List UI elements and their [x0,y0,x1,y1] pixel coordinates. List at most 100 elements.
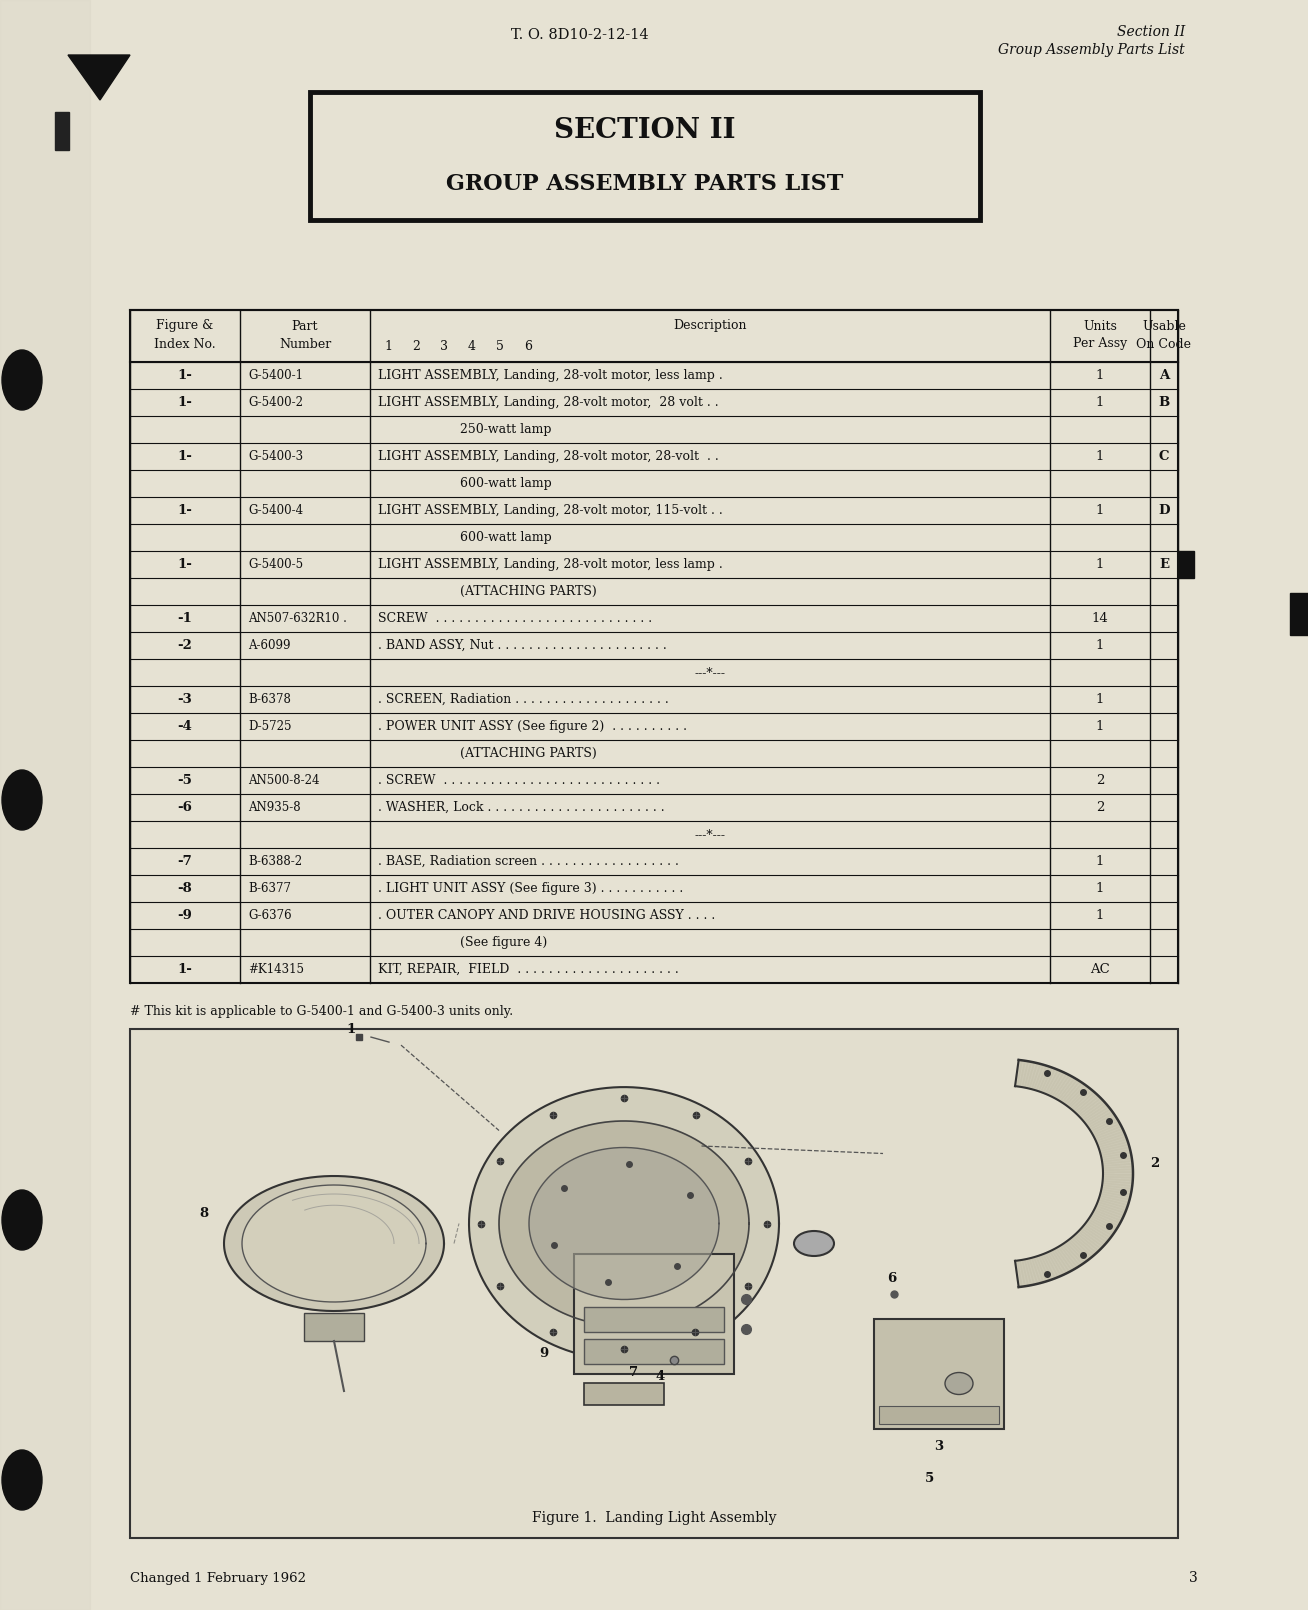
Polygon shape [1015,1059,1022,1087]
Polygon shape [1099,1196,1129,1206]
Text: . SCREEN, Radiation . . . . . . . . . . . . . . . . . . . .: . SCREEN, Radiation . . . . . . . . . . … [378,692,668,707]
Text: D-5725: D-5725 [249,720,292,733]
Polygon shape [1044,1253,1058,1278]
Polygon shape [242,1185,426,1302]
Text: (ATTACHING PARTS): (ATTACHING PARTS) [460,747,596,760]
Polygon shape [1036,1256,1049,1282]
Polygon shape [1044,1069,1058,1093]
Polygon shape [1074,1235,1096,1254]
Text: KIT, REPAIR,  FIELD  . . . . . . . . . . . . . . . . . . . . .: KIT, REPAIR, FIELD . . . . . . . . . . .… [378,963,679,976]
Polygon shape [528,1148,719,1299]
Text: . LIGHT UNIT ASSY (See figure 3) . . . . . . . . . . .: . LIGHT UNIT ASSY (See figure 3) . . . .… [378,882,683,895]
Polygon shape [1032,1257,1044,1283]
Text: 1: 1 [1096,559,1104,572]
Text: 250-watt lamp: 250-watt lamp [460,423,552,436]
Polygon shape [1052,1249,1069,1274]
Polygon shape [1100,1193,1130,1203]
Polygon shape [1050,1251,1066,1275]
Polygon shape [1054,1075,1073,1100]
Polygon shape [500,1121,749,1327]
Polygon shape [1076,1096,1101,1116]
Text: G-5400-1: G-5400-1 [249,369,303,382]
Polygon shape [68,55,129,100]
Polygon shape [1032,1064,1044,1090]
Polygon shape [1099,1140,1127,1150]
Text: 2: 2 [1096,802,1104,815]
Polygon shape [1039,1254,1053,1280]
Polygon shape [1039,1066,1053,1092]
Text: # This kit is applicable to G-5400-1 and G-5400-3 units only.: # This kit is applicable to G-5400-1 and… [129,1005,513,1018]
Text: G-5400-3: G-5400-3 [249,451,303,464]
Text: 1: 1 [1096,504,1104,517]
Text: . POWER UNIT ASSY (See figure 2)  . . . . . . . . . .: . POWER UNIT ASSY (See figure 2) . . . .… [378,720,687,733]
Polygon shape [1095,1129,1124,1141]
Ellipse shape [3,770,42,831]
Text: 9: 9 [539,1348,548,1360]
Polygon shape [1056,1077,1075,1100]
Polygon shape [1099,1141,1129,1151]
Text: T. O. 8D10-2-12-14: T. O. 8D10-2-12-14 [511,27,649,42]
Polygon shape [1093,1208,1122,1220]
Text: ---*---: ---*--- [695,828,726,840]
Text: Figure &: Figure & [157,319,213,333]
Text: 3: 3 [934,1439,943,1452]
Text: (See figure 4): (See figure 4) [460,935,547,948]
Text: AN500-8-24: AN500-8-24 [249,774,319,787]
Polygon shape [1066,1240,1087,1262]
Polygon shape [1087,1111,1114,1127]
Ellipse shape [3,1451,42,1510]
Polygon shape [1093,1124,1121,1137]
Text: LIGHT ASSEMBLY, Landing, 28-volt motor, 115-volt . .: LIGHT ASSEMBLY, Landing, 28-volt motor, … [378,504,723,517]
Polygon shape [1071,1236,1095,1257]
Bar [583,1306,725,1331]
Text: Per Assy: Per Assy [1073,338,1127,351]
Polygon shape [1058,1079,1078,1101]
Polygon shape [1052,1074,1069,1098]
Polygon shape [1093,1125,1122,1138]
Polygon shape [1076,1232,1101,1251]
Text: D: D [1159,504,1169,517]
Polygon shape [1101,1185,1131,1191]
Polygon shape [1097,1199,1127,1211]
Polygon shape [1099,1198,1127,1208]
Text: Usable: Usable [1142,319,1186,333]
Polygon shape [1096,1204,1125,1216]
Text: 2: 2 [412,340,420,353]
Ellipse shape [3,1190,42,1249]
Polygon shape [1083,1104,1109,1122]
Text: 1: 1 [1096,369,1104,382]
Polygon shape [1101,1150,1131,1158]
Polygon shape [1092,1121,1120,1135]
Polygon shape [1078,1230,1103,1249]
Polygon shape [1084,1108,1110,1124]
Text: 5: 5 [496,340,504,353]
Bar [55,113,69,150]
Text: 7: 7 [629,1365,638,1378]
Text: Description: Description [674,319,747,333]
Ellipse shape [944,1372,973,1394]
Bar [129,1029,1179,1538]
Text: 2: 2 [1150,1158,1160,1170]
Text: AN507-632R10 .: AN507-632R10 . [249,612,347,625]
Polygon shape [1097,1137,1127,1146]
Text: Group Assembly Parts List: Group Assembly Parts List [998,43,1185,56]
Text: G-5400-2: G-5400-2 [249,396,303,409]
Text: B-6378: B-6378 [249,692,290,707]
Text: 2: 2 [1096,774,1104,787]
Text: -9: -9 [178,910,192,923]
Text: Index No.: Index No. [154,338,216,351]
Polygon shape [1041,1254,1056,1280]
Text: G-5400-4: G-5400-4 [249,504,303,517]
Bar [879,1406,999,1423]
Ellipse shape [3,349,42,411]
Text: Number: Number [279,338,331,351]
Polygon shape [1018,1061,1025,1087]
Polygon shape [1024,1063,1035,1088]
Polygon shape [1070,1088,1092,1109]
Polygon shape [1103,1169,1133,1172]
Polygon shape [1065,1241,1084,1264]
Text: AN935-8: AN935-8 [249,802,301,815]
Polygon shape [1067,1240,1090,1261]
Polygon shape [1023,1061,1031,1088]
Text: 6: 6 [887,1272,896,1285]
